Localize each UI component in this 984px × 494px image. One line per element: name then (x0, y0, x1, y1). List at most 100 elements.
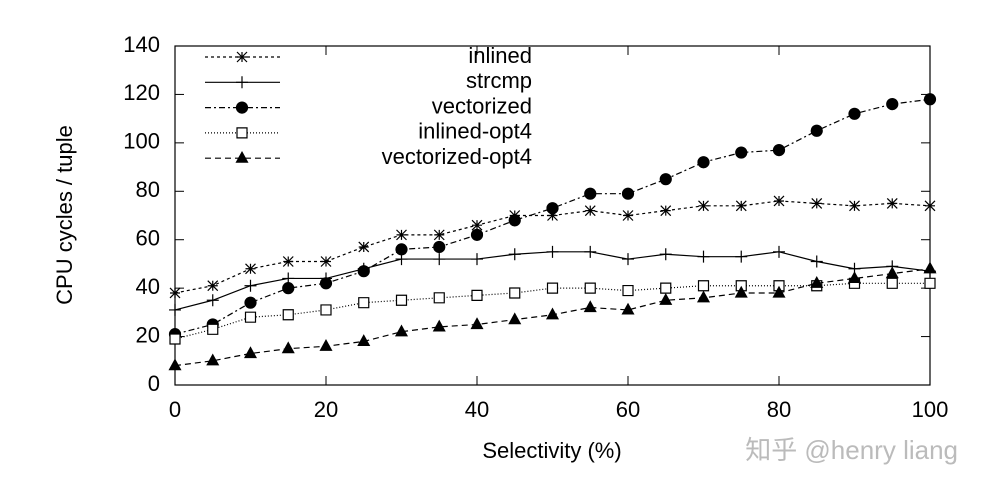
data-point (584, 245, 597, 258)
data-point (659, 173, 672, 186)
data-point (886, 197, 898, 209)
data-point (847, 271, 862, 284)
data-point (207, 323, 219, 335)
data-point (697, 280, 710, 292)
data-point (584, 282, 596, 294)
data-point (433, 292, 445, 304)
data-point (320, 256, 332, 267)
y-tick-label: 80 (136, 177, 160, 202)
data-point (848, 107, 861, 120)
data-point (660, 205, 672, 217)
legend-label: vectorized (432, 93, 532, 118)
x-tick-label: 60 (616, 397, 640, 422)
legend-marker (236, 51, 248, 63)
data-point (886, 98, 899, 111)
legend-label: inlined (468, 43, 532, 68)
data-point (282, 309, 294, 321)
data-point (583, 300, 597, 313)
data-point (698, 200, 709, 212)
legend-label: vectorized-opt4 (382, 144, 532, 169)
data-point (319, 339, 333, 351)
data-point (660, 282, 672, 294)
data-point (772, 144, 786, 157)
data-point (546, 245, 559, 258)
data-point (810, 124, 823, 137)
data-point (659, 293, 673, 305)
data-point (433, 229, 445, 241)
data-point (696, 290, 711, 303)
data-point (319, 277, 333, 290)
data-point (546, 202, 559, 215)
data-point (545, 307, 560, 320)
x-tick-label: 20 (314, 397, 338, 422)
data-point (734, 285, 748, 298)
x-tick-label: 80 (767, 397, 791, 422)
data-point (508, 312, 522, 325)
data-point (206, 353, 220, 366)
data-point (395, 294, 408, 306)
data-point (886, 277, 898, 289)
data-point (773, 280, 785, 292)
data-point (433, 253, 446, 266)
data-point (470, 228, 484, 241)
data-point (432, 319, 446, 332)
data-point (924, 277, 936, 289)
data-point (772, 285, 786, 298)
y-tick-label: 20 (136, 322, 160, 347)
series-line (174, 282, 930, 340)
x-tick-label: 0 (169, 397, 181, 422)
data-point (508, 248, 521, 261)
y-tick-label: 60 (136, 226, 160, 251)
data-point (358, 241, 370, 253)
data-point (622, 253, 634, 266)
data-point (244, 279, 257, 292)
data-point (169, 333, 181, 345)
data-point (169, 303, 181, 316)
data-point (245, 263, 256, 275)
y-tick-label: 120 (123, 80, 160, 105)
y-tick-label: 40 (136, 274, 160, 299)
data-point (206, 294, 219, 307)
data-point (394, 324, 409, 337)
data-point (923, 261, 937, 274)
data-point (810, 255, 823, 268)
data-point (244, 311, 257, 323)
data-point (396, 229, 407, 241)
data-point (811, 197, 823, 209)
legend-label: strcmp (466, 68, 532, 93)
data-point (697, 156, 710, 169)
data-point (207, 280, 219, 292)
data-point (885, 266, 899, 279)
data-point (169, 287, 181, 299)
data-point (509, 287, 521, 299)
data-point (168, 358, 182, 371)
data-point (584, 187, 597, 200)
data-point (659, 248, 672, 261)
series-line (174, 200, 931, 294)
data-point (923, 93, 937, 106)
x-axis-label: Selectivity (%) (482, 438, 621, 463)
legend-marker (235, 101, 249, 114)
data-point (773, 195, 785, 207)
data-point (282, 256, 294, 267)
y-tick-label: 140 (123, 32, 160, 57)
legend-marker (236, 127, 248, 139)
data-point (735, 200, 747, 212)
data-point (584, 205, 596, 217)
data-point (735, 250, 748, 263)
legend-marker (236, 76, 248, 89)
data-point (622, 210, 634, 221)
data-point (320, 304, 332, 316)
data-point (810, 276, 824, 288)
x-tick-label: 100 (912, 397, 949, 422)
data-point (622, 284, 634, 297)
y-axis-label: CPU cycles / tuple (52, 125, 77, 305)
data-point (395, 243, 408, 256)
data-point (433, 240, 446, 253)
plot-frame (174, 45, 931, 386)
data-point (735, 146, 748, 159)
data-point (773, 245, 785, 258)
data-point (358, 297, 370, 309)
data-point (697, 250, 710, 263)
